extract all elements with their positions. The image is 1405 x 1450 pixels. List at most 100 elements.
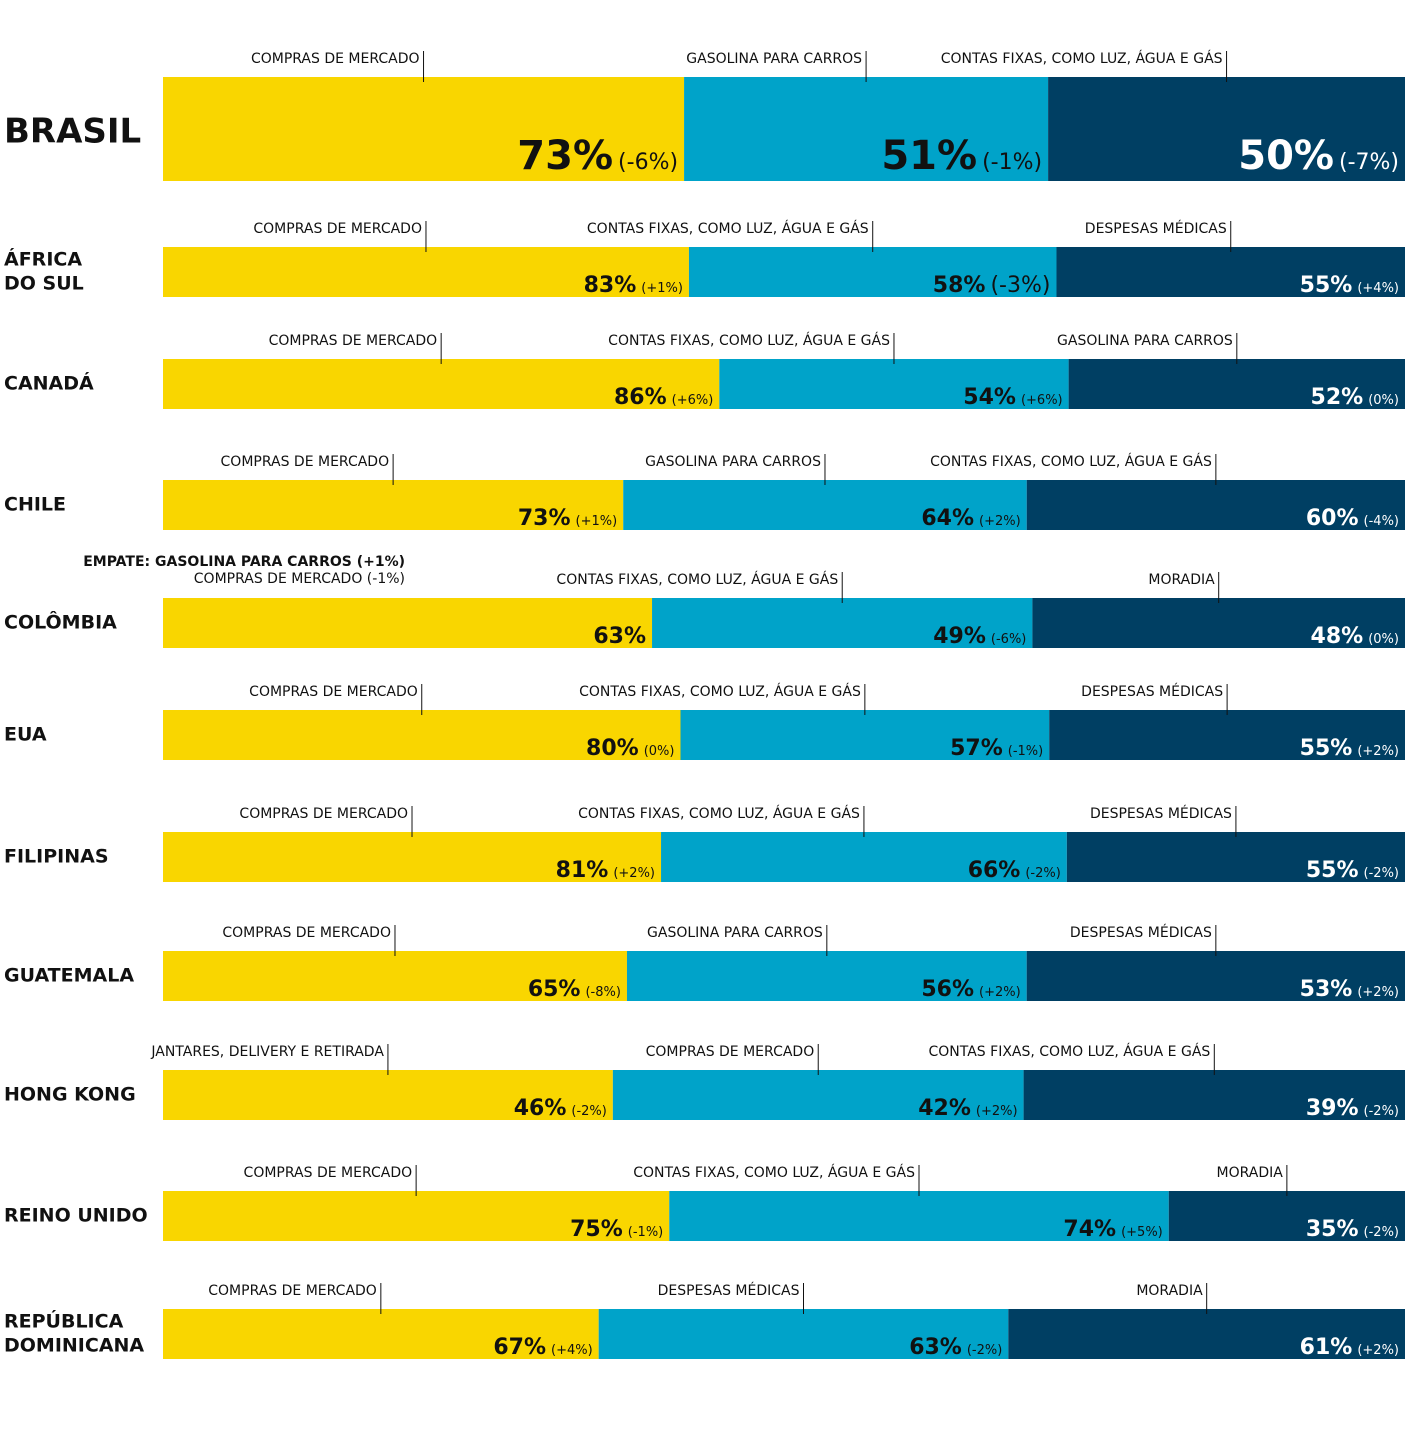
change-label: (-2%) bbox=[967, 1343, 1002, 1358]
change-label: (+1%) bbox=[576, 514, 618, 529]
bar-segment bbox=[1008, 1309, 1405, 1359]
bar-segment bbox=[163, 1070, 613, 1120]
value-label: 46% bbox=[514, 1096, 567, 1121]
change-label: (-2%) bbox=[1364, 1225, 1399, 1240]
bar-segment bbox=[598, 1309, 1009, 1359]
bar-segment bbox=[163, 598, 653, 648]
change-label: (+2%) bbox=[976, 1104, 1018, 1119]
bar-segment bbox=[684, 77, 1049, 181]
value-label: 39% bbox=[1306, 1096, 1359, 1121]
value-label: 73% bbox=[517, 133, 613, 179]
change-label: (-1%) bbox=[628, 1225, 663, 1240]
change-label: (-6%) bbox=[991, 632, 1026, 647]
bar-segment bbox=[688, 247, 1057, 297]
category-label: COMPRAS DE MERCADO bbox=[646, 1044, 815, 1060]
change-label: (0%) bbox=[1368, 632, 1399, 647]
change-label: (+5%) bbox=[1121, 1225, 1163, 1240]
category-label: CONTAS FIXAS, COMO LUZ, ÁGUA E GÁS bbox=[556, 571, 838, 588]
change-label: (+2%) bbox=[1357, 985, 1399, 1000]
value-label: 63% bbox=[909, 1335, 962, 1360]
change-label: (-6%) bbox=[618, 150, 678, 175]
bar-segment bbox=[163, 710, 681, 760]
change-label: (+1%) bbox=[641, 281, 683, 296]
change-label: (+2%) bbox=[979, 985, 1021, 1000]
category-label: COMPRAS DE MERCADO bbox=[269, 333, 438, 349]
bar-segment bbox=[163, 77, 685, 181]
value-label: 75% bbox=[570, 1217, 623, 1242]
change-label: (-1%) bbox=[1008, 744, 1043, 759]
value-label: 51% bbox=[881, 133, 977, 179]
bar-segment bbox=[661, 832, 1067, 882]
category-label: CONTAS FIXAS, COMO LUZ, ÁGUA E GÁS bbox=[587, 220, 869, 237]
change-label: (-1%) bbox=[982, 150, 1042, 175]
value-label: 35% bbox=[1306, 1217, 1359, 1242]
change-label: (+4%) bbox=[1357, 281, 1399, 296]
change-label: (-2%) bbox=[1364, 866, 1399, 881]
country-name: REPÚBLICA bbox=[4, 1309, 124, 1333]
value-label: 54% bbox=[963, 385, 1016, 410]
country-name: ÁFRICA bbox=[4, 248, 82, 271]
country-name: HONG KONG bbox=[4, 1084, 136, 1106]
value-label: 53% bbox=[1300, 977, 1353, 1002]
bar-segment bbox=[1168, 1191, 1405, 1241]
country-name: FILIPINAS bbox=[4, 846, 109, 868]
value-label: 42% bbox=[918, 1096, 971, 1121]
bar-segment bbox=[163, 359, 720, 409]
value-label: 56% bbox=[921, 977, 974, 1002]
bar-segment bbox=[163, 951, 627, 1001]
annotation: EMPATE: GASOLINA PARA CARROS (+1%) bbox=[83, 554, 405, 570]
bar-segment bbox=[163, 247, 689, 297]
value-label: 49% bbox=[933, 624, 986, 649]
category-label: MORADIA bbox=[1148, 572, 1215, 588]
bar-segment bbox=[1066, 832, 1405, 882]
category-label: COMPRAS DE MERCADO bbox=[251, 51, 420, 67]
value-label: 66% bbox=[968, 858, 1021, 883]
value-label: 52% bbox=[1311, 385, 1364, 410]
change-label: (+2%) bbox=[979, 514, 1021, 529]
change-label: (0%) bbox=[1368, 393, 1399, 408]
country-name: EUA bbox=[4, 724, 47, 746]
bar-segment bbox=[163, 480, 624, 530]
change-label: (-8%) bbox=[585, 985, 620, 1000]
category-label: CONTAS FIXAS, COMO LUZ, ÁGUA E GÁS bbox=[578, 805, 860, 822]
country-name: BRASIL bbox=[4, 112, 141, 152]
bar-segment bbox=[680, 710, 1050, 760]
value-label: 73% bbox=[518, 506, 571, 531]
category-label: DESPESAS MÉDICAS bbox=[1085, 220, 1227, 237]
value-label: 55% bbox=[1306, 858, 1359, 883]
change-label: (+2%) bbox=[1357, 744, 1399, 759]
change-label: (-4%) bbox=[1364, 514, 1399, 529]
category-label: JANTARES, DELIVERY E RETIRADA bbox=[150, 1044, 384, 1060]
category-label: DESPESAS MÉDICAS bbox=[1090, 805, 1232, 822]
category-label: COMPRAS DE MERCADO bbox=[208, 1283, 377, 1299]
category-label: CONTAS FIXAS, COMO LUZ, ÁGUA E GÁS bbox=[608, 332, 890, 349]
bar-segment bbox=[652, 598, 1033, 648]
bar-segment bbox=[719, 359, 1069, 409]
category-label: DESPESAS MÉDICAS bbox=[1081, 683, 1223, 700]
bar-segment bbox=[1048, 77, 1405, 181]
value-label: 55% bbox=[1300, 273, 1353, 298]
bar-segment bbox=[626, 951, 1027, 1001]
value-label: 48% bbox=[1311, 624, 1364, 649]
change-label: (-7%) bbox=[1339, 150, 1399, 175]
change-label: (0%) bbox=[644, 744, 675, 759]
category-label: COMPRAS DE MERCADO bbox=[222, 925, 391, 941]
country-name: COLÔMBIA bbox=[4, 610, 117, 634]
category-label: CONTAS FIXAS, COMO LUZ, ÁGUA E GÁS bbox=[930, 453, 1212, 470]
change-label: (+4%) bbox=[551, 1343, 593, 1358]
value-label: 86% bbox=[614, 385, 667, 410]
bar-segment bbox=[1032, 598, 1405, 648]
category-label: COMPRAS DE MERCADO bbox=[244, 1165, 413, 1181]
value-label: 80% bbox=[586, 736, 639, 761]
change-label: (-2%) bbox=[571, 1104, 606, 1119]
category-label: COMPRAS DE MERCADO bbox=[239, 806, 408, 822]
value-label: 65% bbox=[528, 977, 581, 1002]
bar-segment bbox=[623, 480, 1027, 530]
value-label: 50% bbox=[1238, 133, 1334, 179]
bar-segment bbox=[163, 1191, 670, 1241]
category-label: GASOLINA PARA CARROS bbox=[686, 51, 862, 67]
value-label: 83% bbox=[584, 273, 637, 298]
country-name: GUATEMALA bbox=[4, 965, 134, 987]
category-label: COMPRAS DE MERCADO bbox=[249, 684, 418, 700]
